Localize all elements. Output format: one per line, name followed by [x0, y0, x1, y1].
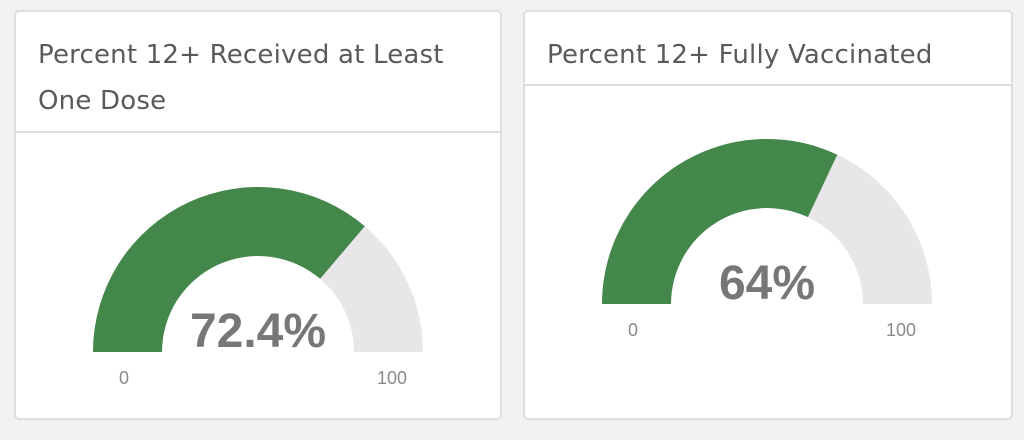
gauge-panel-fully-vaccinated: Percent 12+ Fully Vaccinated 64% 0 100 — [523, 10, 1013, 420]
gauge-max-label: 100 — [377, 368, 407, 388]
gauge-min-label: 0 — [628, 320, 638, 340]
gauge-fill — [93, 187, 365, 352]
panel-title: Percent 12+ Fully Vaccinated — [547, 40, 933, 70]
gauge-panel-one-dose: Percent 12+ Received at Least One Dose 7… — [14, 10, 502, 420]
panel-title: Percent 12+ Received at Least One Dose — [38, 40, 444, 116]
gauge-value-label: 72.4% — [190, 305, 326, 358]
panel-header: Percent 12+ Fully Vaccinated — [525, 12, 1011, 86]
gauge-max-label: 100 — [886, 320, 916, 340]
panel-header: Percent 12+ Received at Least One Dose — [16, 12, 500, 133]
gauge-fill — [602, 139, 838, 304]
gauge-value-label: 64% — [719, 257, 815, 310]
gauge-chart-one-dose: 72.4% 0 100 — [93, 187, 423, 388]
gauge-chart-fully-vaccinated: 64% 0 100 — [602, 139, 932, 340]
gauge-min-label: 0 — [119, 368, 129, 388]
